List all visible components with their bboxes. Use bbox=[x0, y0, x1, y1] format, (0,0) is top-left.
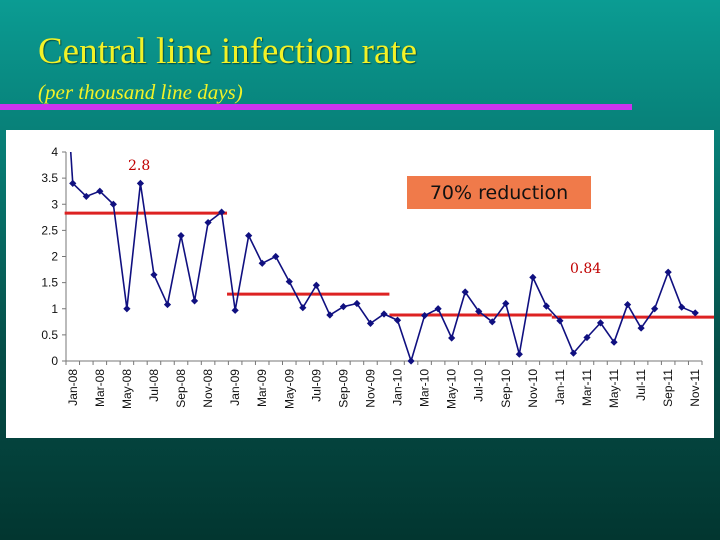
x-tick-label: Sep-10 bbox=[499, 369, 513, 408]
data-point bbox=[623, 300, 632, 309]
data-point bbox=[123, 305, 131, 313]
x-tick-label: Jan-10 bbox=[391, 369, 405, 406]
data-point bbox=[420, 311, 429, 320]
data-point bbox=[312, 281, 320, 289]
data-point bbox=[231, 306, 239, 314]
data-point bbox=[448, 334, 456, 342]
x-tick-label: Mar-08 bbox=[93, 369, 107, 407]
data-point bbox=[218, 208, 226, 216]
data-point bbox=[651, 305, 659, 313]
data-point bbox=[407, 357, 415, 365]
data-point bbox=[488, 318, 496, 326]
data-point bbox=[664, 268, 672, 276]
x-tick-label: Jul-10 bbox=[472, 369, 486, 402]
data-point bbox=[515, 350, 523, 358]
x-tick-label: Sep-08 bbox=[174, 369, 188, 408]
slide-subtitle: (per thousand line days) bbox=[38, 80, 243, 104]
x-tick-label: May-08 bbox=[120, 369, 134, 409]
y-tick-labels: 0 0.5 1 1.5 2 2.5 3 3.5 4 bbox=[41, 145, 66, 368]
data-point bbox=[542, 302, 550, 310]
data-points bbox=[69, 179, 699, 365]
y-tick-label: 1.5 bbox=[41, 276, 58, 290]
x-tick-label: Jul-09 bbox=[309, 369, 323, 402]
data-point bbox=[69, 179, 77, 187]
x-tick-label: Mar-11 bbox=[580, 369, 594, 406]
callout-box bbox=[407, 176, 591, 209]
data-point bbox=[109, 200, 117, 208]
chart-panel: 0 0.5 1 1.5 2 2.5 3 3.5 4 Jan-08 Mar-08 May-08 Jul-… bbox=[6, 130, 714, 438]
x-tick-label: Nov-11 bbox=[688, 369, 702, 407]
x-tick-label: May-09 bbox=[282, 369, 296, 409]
annotation-low-value: 0.84 bbox=[570, 261, 601, 277]
annotation-high-value: 2.8 bbox=[128, 158, 150, 174]
data-point bbox=[461, 288, 469, 296]
data-point bbox=[326, 311, 334, 319]
x-tick-label: Nov-08 bbox=[201, 369, 215, 408]
callout-reduction-text: 70% reduction bbox=[430, 182, 568, 204]
y-tick-label: 3.5 bbox=[41, 171, 58, 185]
data-point bbox=[272, 252, 280, 261]
data-point bbox=[136, 179, 145, 187]
data-point bbox=[393, 316, 402, 324]
y-tick-label: 4 bbox=[51, 145, 58, 159]
y-tick-label: 0.5 bbox=[41, 328, 58, 342]
line-chart: 0 0.5 1 1.5 2 2.5 3 3.5 4 Jan-08 Mar-08 May-08 Jul-… bbox=[41, 145, 714, 409]
data-point bbox=[258, 259, 266, 267]
data-point bbox=[691, 309, 699, 317]
y-tick-label: 2.5 bbox=[41, 223, 58, 237]
data-point bbox=[204, 218, 212, 227]
y-tick-label: 2 bbox=[51, 250, 58, 264]
chart-axes bbox=[65, 152, 702, 362]
x-tick-label: Jul-08 bbox=[147, 369, 161, 402]
x-tick-label: Jan-09 bbox=[228, 369, 242, 406]
data-point bbox=[339, 303, 348, 311]
series-lead-in bbox=[69, 151, 74, 184]
data-point bbox=[177, 232, 185, 240]
x-tick-label: Sep-09 bbox=[336, 369, 350, 408]
data-point bbox=[366, 319, 375, 327]
data-point bbox=[163, 300, 172, 309]
x-tick-label: Nov-10 bbox=[526, 369, 540, 408]
x-tick-label: Jul-11 bbox=[634, 369, 648, 401]
data-point bbox=[434, 305, 442, 313]
y-tick-label: 1 bbox=[51, 302, 58, 316]
data-point bbox=[82, 192, 90, 201]
data-point bbox=[285, 277, 293, 286]
data-point bbox=[245, 232, 253, 240]
data-point bbox=[299, 304, 307, 312]
x-tick-labels: Jan-08 Mar-08 May-08 Jul-08 Sep-08 Nov-08 Jan-… bbox=[65, 361, 703, 409]
data-point bbox=[96, 187, 104, 195]
median-lines bbox=[64, 211, 714, 319]
series-line bbox=[69, 151, 696, 362]
data-point bbox=[678, 303, 686, 311]
series-path bbox=[72, 182, 696, 362]
data-point bbox=[610, 338, 618, 346]
data-point bbox=[475, 307, 483, 315]
x-tick-label: Jan-08 bbox=[66, 369, 80, 406]
data-point bbox=[583, 333, 591, 342]
x-tick-label: Jan-11 bbox=[553, 369, 567, 405]
data-point bbox=[190, 297, 199, 305]
x-tick-label: Mar-10 bbox=[418, 369, 432, 407]
x-tick-label: May-10 bbox=[445, 369, 459, 409]
data-point bbox=[150, 271, 158, 279]
y-tick-label: 0 bbox=[51, 354, 58, 368]
data-point bbox=[529, 273, 537, 281]
x-tick-label: May-11 bbox=[607, 369, 621, 408]
x-tick-label: Sep-11 bbox=[661, 369, 675, 407]
x-tick-label: Mar-09 bbox=[255, 369, 269, 407]
y-tick-label: 3 bbox=[51, 197, 58, 211]
x-tick-label: Nov-09 bbox=[363, 369, 377, 408]
slide-title: Central line infection rate bbox=[38, 31, 418, 72]
title-underline bbox=[0, 104, 632, 110]
